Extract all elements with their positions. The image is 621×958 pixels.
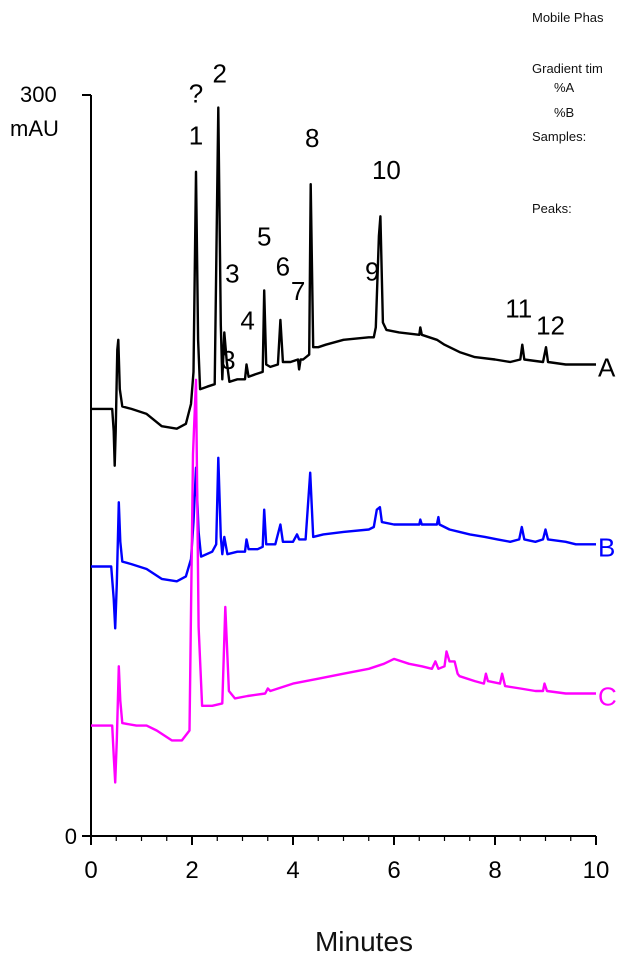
peak-label: 3 [221, 345, 235, 375]
peak-label: 3 [225, 259, 239, 289]
percent-b-label: %B [554, 105, 575, 120]
mobile-phase-label: Mobile Phas [532, 10, 604, 25]
x-axis-title: Minutes [314, 926, 414, 957]
peak-label: 4 [240, 306, 254, 336]
peak-label: 12 [536, 311, 565, 341]
axes: 00 2 4 6 8 10 [65, 94, 610, 884]
x-tick-label: 2 [185, 857, 198, 884]
peaks-label: Peaks: [532, 201, 572, 216]
peak-label: 9 [365, 256, 379, 286]
samples-label: Samples: [532, 129, 587, 144]
x-tick-label: 4 [286, 857, 299, 884]
peak-label: 10 [372, 155, 401, 185]
trace-b [91, 456, 596, 630]
trace-label-c: C [598, 681, 617, 711]
peak-label: 11 [505, 293, 532, 323]
trace-label-a: A [598, 352, 616, 382]
percent-a-label: %A [554, 80, 575, 95]
x-tick-label: 8 [488, 857, 501, 884]
trace-a [91, 106, 596, 467]
peak-label: 6 [276, 251, 290, 281]
series-layer: A B C [91, 106, 617, 784]
gradient-time-label: Gradient tim [532, 61, 603, 76]
peak-label: 5 [257, 222, 271, 252]
peak-label: 7 [291, 276, 305, 306]
x-tick-label: 6 [387, 857, 400, 884]
peak-label: ? [189, 78, 203, 108]
peak-label: 1 [189, 120, 203, 150]
y-tick-label-300: 300 [20, 82, 57, 107]
trace-label-b: B [598, 532, 615, 562]
trace-c [91, 378, 596, 784]
y-tick-label-0: 0 [65, 824, 77, 849]
peak-label: 8 [305, 123, 319, 153]
y-unit-label: mAU [10, 116, 59, 141]
peak-label: 2 [213, 59, 227, 89]
x-tick-label: 10 [583, 857, 610, 884]
x-tick-label: 0 [84, 857, 97, 884]
